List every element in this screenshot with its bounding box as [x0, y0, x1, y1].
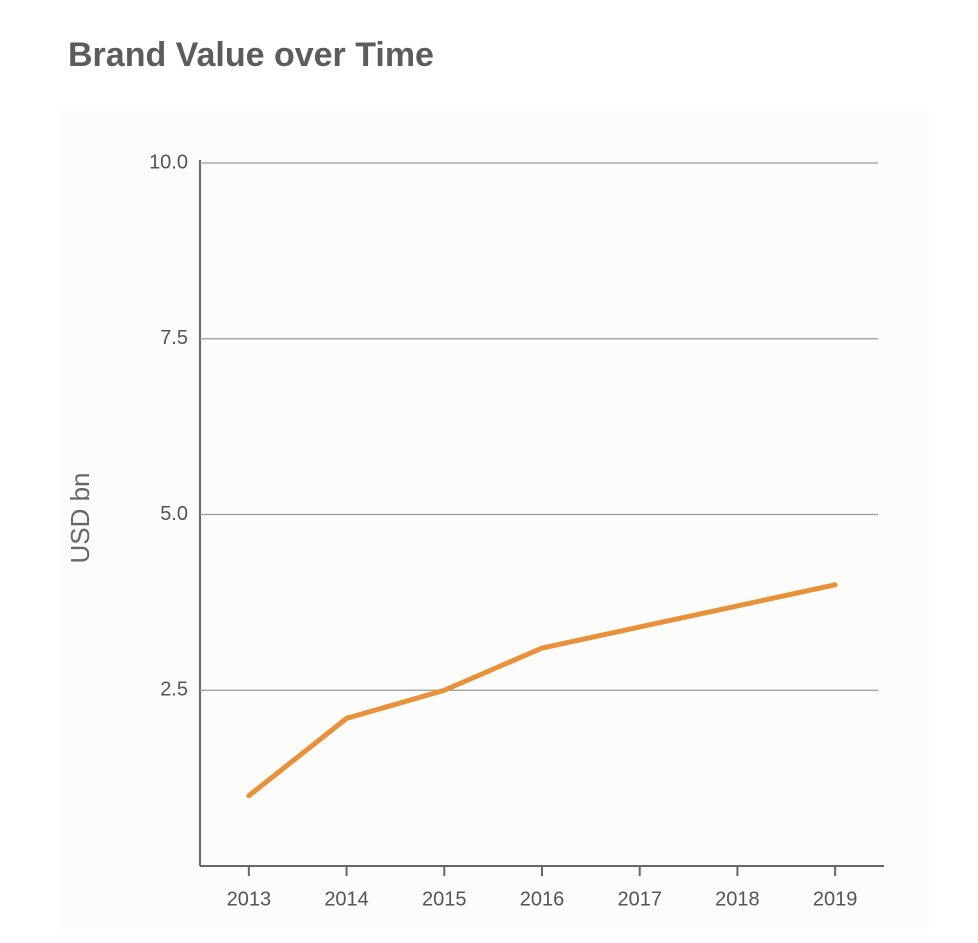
x-tick-label: 2015: [422, 888, 467, 910]
x-tick-label: 2018: [715, 888, 760, 910]
x-tick-label: 2014: [324, 888, 369, 910]
x-tick-label: 2019: [813, 888, 858, 910]
y-tick-label: 2.5: [160, 679, 188, 701]
y-tick-label: 7.5: [160, 327, 188, 349]
data-line: [246, 582, 838, 799]
x-tick-label: 2016: [520, 888, 565, 910]
x-tick-label: 2017: [617, 888, 662, 910]
chart-background: [60, 110, 930, 930]
chart-title: Brand Value over Time: [68, 36, 434, 74]
x-tick-label: 2013: [227, 888, 272, 910]
y-tick-label: 10.0: [149, 151, 188, 173]
y-tick-label: 5.0: [160, 503, 188, 525]
y-axis-label: USD bn: [65, 472, 95, 563]
